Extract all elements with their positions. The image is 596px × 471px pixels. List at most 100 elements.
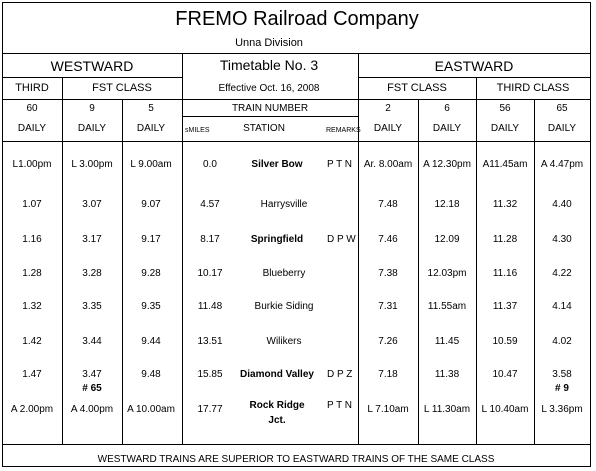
timetable-number: Timetable No. 3: [219, 57, 319, 73]
days-label: DAILY: [136, 123, 166, 134]
rule: [3, 53, 590, 54]
time-cell: 9.07: [141, 199, 161, 210]
time-cell: 7.26: [378, 336, 398, 347]
time-cell: 1.07: [22, 199, 42, 210]
time-cell: 12.09: [434, 234, 460, 245]
company-name: FREMO Railroad Company: [175, 8, 419, 30]
station-name: Rock Ridge: [249, 400, 305, 411]
miles-cell: 17.77: [197, 404, 223, 415]
time-cell: Ar. 8.00am: [363, 159, 413, 170]
time-cell: 11.37: [492, 301, 518, 312]
time-cell: 3.58: [552, 369, 572, 380]
time-cell: 11.38: [434, 369, 460, 380]
time-cell: 3.44: [82, 336, 102, 347]
miles-cell: 13.51: [197, 336, 223, 347]
days-label: DAILY: [17, 123, 47, 134]
train-number: 5: [148, 103, 154, 114]
time-cell: A 4.00pm: [70, 404, 114, 415]
footer-note: WESTWARD TRAINS ARE SUPERIOR TO EASTWARD…: [97, 454, 495, 465]
meet-note: # 9: [555, 383, 569, 394]
time-cell: 3.17: [82, 234, 102, 245]
class-header: THIRD CLASS: [496, 82, 570, 94]
time-cell: 11.28: [492, 234, 518, 245]
time-cell: 9.35: [141, 301, 161, 312]
miles-cell: 8.17: [200, 234, 220, 245]
time-cell: 12.03pm: [427, 268, 467, 279]
miles-cell: 10.17: [197, 268, 223, 279]
time-cell: 3.07: [82, 199, 102, 210]
train-number: 60: [26, 103, 38, 114]
time-cell: 1.47: [22, 369, 42, 380]
miles-cell: 11.48: [197, 301, 223, 312]
time-cell: A 2.00pm: [10, 404, 54, 415]
class-header: FST CLASS: [387, 82, 447, 94]
time-cell: 9.17: [141, 234, 161, 245]
time-cell: 11.55am: [427, 301, 467, 312]
time-cell: A 12.30pm: [423, 159, 471, 170]
rule: [122, 99, 123, 444]
time-cell: 7.38: [378, 268, 398, 279]
time-cell: 12.18: [434, 199, 460, 210]
time-cell: 1.32: [22, 301, 42, 312]
rule: [62, 77, 63, 444]
rule: [358, 77, 590, 78]
time-cell: A 10.00am: [127, 404, 175, 415]
time-cell: 4.22: [552, 268, 572, 279]
time-cell: 4.02: [552, 336, 572, 347]
station-name: Wilikers: [266, 336, 302, 347]
time-cell: 7.31: [378, 301, 398, 312]
effective-date: Effective Oct. 16, 2008: [218, 83, 320, 94]
miles-cell: 15.85: [197, 369, 223, 380]
time-cell: L 3.00pm: [71, 159, 113, 170]
timetable-sheet: FREMO Railroad Company Unna Division Tim…: [2, 2, 591, 467]
train-number: 65: [556, 103, 568, 114]
time-cell: 9.48: [141, 369, 161, 380]
days-label: DAILY: [77, 123, 107, 134]
miles-cell: 0.0: [203, 159, 217, 170]
time-cell: 1.16: [22, 234, 42, 245]
time-cell: 3.28: [82, 268, 102, 279]
class-header: FST CLASS: [92, 82, 152, 94]
rule: [3, 77, 182, 78]
time-cell: 11.32: [492, 199, 518, 210]
station-name: Blueberry: [262, 268, 306, 279]
division-name: Unna Division: [235, 37, 303, 49]
time-cell: 3.35: [82, 301, 102, 312]
rule: [3, 444, 590, 445]
station-label: STATION: [243, 123, 285, 134]
time-cell: 7.46: [378, 234, 398, 245]
eastward-label: EASTWARD: [434, 58, 514, 74]
time-cell: L 9.00am: [130, 159, 172, 170]
time-cell: 11.16: [492, 268, 518, 279]
rule: [182, 53, 183, 444]
time-cell: 3.47: [82, 369, 102, 380]
time-cell: 4.14: [552, 301, 572, 312]
remarks-cell: P T N: [327, 400, 353, 411]
train-number-label: TRAIN NUMBER: [231, 103, 309, 114]
time-cell: 11.45: [434, 336, 460, 347]
days-label: DAILY: [490, 123, 520, 134]
time-cell: 10.47: [492, 369, 518, 380]
time-cell: 4.30: [552, 234, 572, 245]
days-label: DAILY: [373, 123, 403, 134]
rule: [476, 77, 477, 444]
rule: [534, 99, 535, 444]
rule: [3, 141, 590, 142]
days-label: DAILY: [432, 123, 462, 134]
time-cell: 4.40: [552, 199, 572, 210]
time-cell: L 11.30am: [423, 404, 471, 415]
train-number: 9: [89, 103, 95, 114]
train-number: 2: [385, 103, 391, 114]
station-name: Harrysville: [260, 199, 308, 210]
remarks-cell: D P W: [327, 234, 356, 245]
time-cell: A 4.47pm: [540, 159, 584, 170]
westward-label: WESTWARD: [50, 58, 134, 74]
rule: [182, 116, 358, 117]
time-cell: A11.45am: [482, 159, 528, 170]
time-cell: L 7.10am: [367, 404, 409, 415]
time-cell: 1.42: [22, 336, 42, 347]
rule: [358, 53, 359, 444]
time-cell: L 10.40am: [481, 404, 529, 415]
time-cell: L1.00pm: [12, 159, 52, 170]
time-cell: 9.28: [141, 268, 161, 279]
